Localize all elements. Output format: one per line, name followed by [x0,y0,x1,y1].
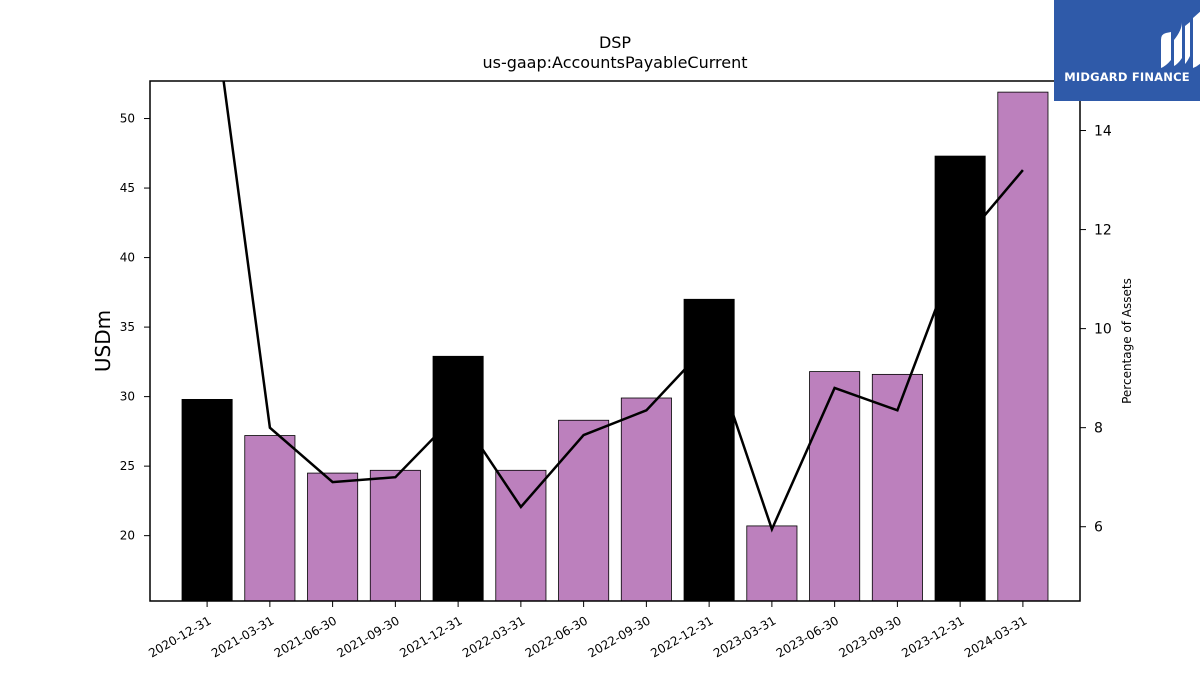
y-tick-label: 20 [120,529,135,543]
chart-title: DSP [599,33,631,52]
x-tick-label: 2022-03-31 [460,613,527,660]
x-tick-label: 2021-09-30 [334,613,401,660]
x-tick-label: 2021-03-31 [209,613,276,660]
y-axis: 20 25 30 35 40 45 50 [120,112,150,543]
bar-2023-12-31 [934,155,986,602]
x-tick-label: 2023-12-31 [899,613,966,660]
bar-2023-06-30 [809,371,861,602]
y-tick-label: 25 [120,459,135,473]
bar-2021-12-31 [432,355,484,602]
y-tick-label: 35 [120,320,135,334]
y2-tick-label: 8 [1094,421,1103,437]
x-tick-label: 2023-09-30 [836,613,903,660]
bar-2023-03-31 [746,525,798,602]
y2-tick-label: 14 [1094,124,1112,140]
percentage-of-assets-line [222,81,1024,533]
y2-tick-label: 12 [1094,223,1112,239]
logo-icon [1161,11,1200,68]
bar-2022-12-31 [683,298,735,602]
y2-tick-label: 10 [1094,322,1112,338]
y-tick-label: 45 [120,181,135,195]
chart-subtitle: us-gaap:AccountsPayableCurrent [482,53,747,72]
x-tick-label: 2021-12-31 [397,613,464,660]
x-tick-label: 2020-12-31 [146,613,213,660]
y2-axis-label: Percentage of Assets [1120,278,1134,404]
y2-tick-label: 6 [1094,520,1103,536]
line-group [222,81,1024,533]
x-tick-label: 2024-03-31 [962,613,1029,660]
x-tick-label: 2022-12-31 [648,613,715,660]
bar-2022-03-31 [495,469,547,602]
x-tick-label: 2022-06-30 [523,613,590,660]
bar-2023-09-30 [871,373,923,602]
x-tick-label: 2021-06-30 [272,613,339,660]
y-tick-label: 40 [120,251,135,265]
x-tick-label: 2023-06-30 [774,613,841,660]
x-axis: 2020-12-312021-03-312021-06-302021-09-30… [146,601,1029,660]
plot-frame [149,80,1081,602]
x-tick-label: 2023-03-31 [711,613,778,660]
bar-2022-06-30 [558,419,610,602]
y-tick-label: 30 [120,390,135,404]
bars-group [181,91,1049,602]
brand-name: MIDGARD FINANCE [1064,70,1190,84]
x-tick-label: 2022-09-30 [585,613,652,660]
bar-2021-06-30 [307,472,359,602]
bar-2021-03-31 [244,435,296,602]
bar-2024-03-31 [997,91,1049,602]
brand-logo: MIDGARD FINANCE [1054,0,1200,101]
y2-axis: 6 8 10 12 14 [1080,124,1112,536]
y-axis-label: USDm [91,310,115,372]
bar-2022-09-30 [620,397,672,602]
y-tick-label: 50 [120,112,135,126]
bar-2021-09-30 [369,469,421,602]
bar-2020-12-31 [181,398,233,602]
